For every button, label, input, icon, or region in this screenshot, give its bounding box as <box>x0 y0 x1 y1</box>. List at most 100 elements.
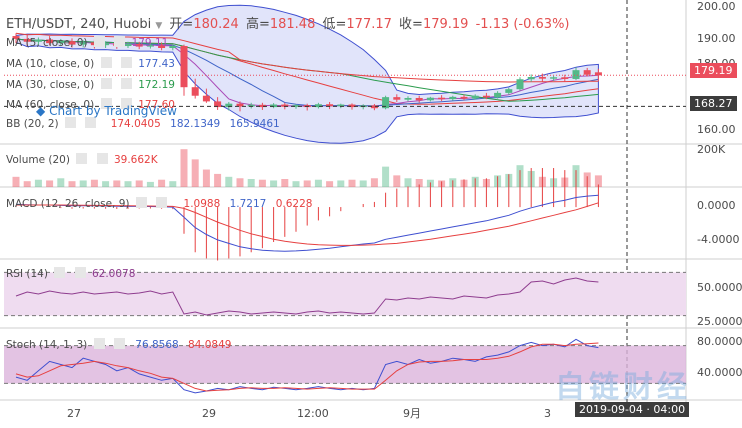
legend-stoch[interactable]: Stoch (14, 1, 3) 76.8568 84.0849 <box>6 337 231 351</box>
volume-bar <box>393 175 401 187</box>
ma60-value: 177.60 <box>138 99 175 111</box>
candle-body <box>404 97 412 100</box>
legend-ma30[interactable]: MA (30, close, 0) 172.19 <box>6 77 175 91</box>
gear-icon[interactable] <box>120 97 133 110</box>
volume-bar <box>337 180 345 187</box>
ma60-line <box>15 32 599 83</box>
legend-rsi[interactable]: RSI (14) 62.0078 <box>6 266 135 280</box>
stoch-k-value: 76.8568 <box>135 339 179 351</box>
volume-label: Volume (20) <box>6 154 70 166</box>
candle-body <box>370 105 378 109</box>
gear-icon[interactable] <box>84 116 97 129</box>
volume-bar <box>57 178 65 187</box>
volume-bar <box>158 179 166 187</box>
candle-body <box>505 89 513 93</box>
volume-tick: 200K <box>697 143 726 156</box>
eye-icon[interactable] <box>100 56 113 69</box>
volume-bar <box>202 169 210 187</box>
gear-icon[interactable] <box>96 152 109 165</box>
volume-bar <box>382 166 390 187</box>
stoch-tick: 80.0000 <box>697 335 742 348</box>
bb-lower-value: 165.9461 <box>229 118 280 130</box>
candle-body <box>314 104 322 108</box>
price-tick: 190.00 <box>697 32 736 45</box>
candle-body <box>34 39 42 42</box>
macd-line <box>15 194 599 252</box>
eye-icon[interactable] <box>93 337 106 350</box>
bb-label: BB (20, 2) <box>6 118 59 130</box>
eye-icon[interactable] <box>100 77 113 90</box>
macd-value: 1.7217 <box>229 198 267 210</box>
legend-volume[interactable]: Volume (20) 39.662K <box>6 152 158 166</box>
candle-body <box>482 95 490 98</box>
volume-bar <box>292 181 300 187</box>
volume-bar <box>258 179 266 187</box>
price-tick: 160.00 <box>697 123 736 136</box>
candle-body <box>23 38 31 42</box>
symbol-legend: ETH/USDT, 240, Huobi ▼ 开=180.24 高=181.48… <box>6 13 570 32</box>
eye-icon[interactable] <box>53 266 66 279</box>
ma30-value: 172.19 <box>138 79 175 91</box>
rsi-label: RSI (14) <box>6 268 48 280</box>
gear-icon[interactable] <box>74 266 87 279</box>
volume-bar <box>359 180 367 187</box>
ma5-label: MA (5, close, 0) <box>6 37 88 49</box>
bb-upper-value: 174.0405 <box>110 118 161 130</box>
legend-ma60[interactable]: MA (60, close, 0) 177.60 <box>6 97 175 111</box>
volume-value: 39.662K <box>113 154 158 166</box>
volume-bar <box>370 178 378 187</box>
volume-bar <box>46 180 54 187</box>
volume-bar <box>79 180 87 187</box>
cursor-price-tag: 168.27 <box>690 96 737 111</box>
candle-body <box>393 97 401 100</box>
gear-icon[interactable] <box>113 337 126 350</box>
gear-icon[interactable] <box>155 196 168 209</box>
volume-bar <box>180 149 188 187</box>
eye-icon[interactable] <box>75 152 88 165</box>
legend-ma5[interactable]: MA (5, close, 0) 179.11 <box>6 35 168 49</box>
gear-icon[interactable] <box>120 77 133 90</box>
eye-icon[interactable] <box>100 97 113 110</box>
candle-body <box>124 44 132 47</box>
eye-icon[interactable] <box>64 116 77 129</box>
ma10-label: MA (10, close, 0) <box>6 58 95 70</box>
tradingview-watermark[interactable]: ◆ Chart by TradingView <box>36 104 177 118</box>
volume-bar <box>12 176 20 187</box>
cursor-time-tag: 2019-09-04 · 04:00 <box>575 402 690 417</box>
macd-hist-value: 1.0988 <box>183 198 221 210</box>
time-tick: 12:00 <box>297 407 329 420</box>
candle-body <box>426 97 434 101</box>
open-value: 180.24 <box>193 17 239 32</box>
candle-body <box>583 70 591 75</box>
price-tick: 200.00 <box>697 0 736 13</box>
eye-icon[interactable] <box>135 196 148 209</box>
rsi-tick: 25.0000 <box>697 315 742 328</box>
symbol-name[interactable]: ETH/USDT, 240, Huobi <box>6 17 152 32</box>
legend-bb[interactable]: BB (20, 2) 174.0405 182.1349 165.9461 <box>6 116 280 130</box>
gear-icon[interactable] <box>113 35 126 48</box>
candle-body <box>225 103 233 108</box>
candle-body <box>527 76 535 80</box>
candle-body <box>258 104 266 108</box>
bb-middle-value: 182.1349 <box>170 118 221 130</box>
candle-body <box>135 44 143 47</box>
volume-bar <box>90 179 98 187</box>
volume-bar <box>113 180 121 187</box>
candle-body <box>202 95 210 102</box>
legend-macd[interactable]: MACD (12, 26, close, 9) 1.0988 1.7217 0.… <box>6 196 312 210</box>
candle-body <box>146 44 154 47</box>
candle-body <box>46 39 54 44</box>
rsi-line <box>15 277 599 316</box>
candle-body <box>236 103 244 107</box>
candle-body <box>12 36 20 39</box>
chevron-down-icon[interactable]: ▼ <box>155 21 163 31</box>
candle-body <box>438 97 446 100</box>
eye-icon[interactable] <box>93 35 106 48</box>
volume-bar <box>236 178 244 187</box>
legend-ma10[interactable]: MA (10, close, 0) 177.43 <box>6 56 175 70</box>
time-tick: 27 <box>67 407 81 420</box>
gear-icon[interactable] <box>120 56 133 69</box>
volume-bar <box>247 179 255 187</box>
